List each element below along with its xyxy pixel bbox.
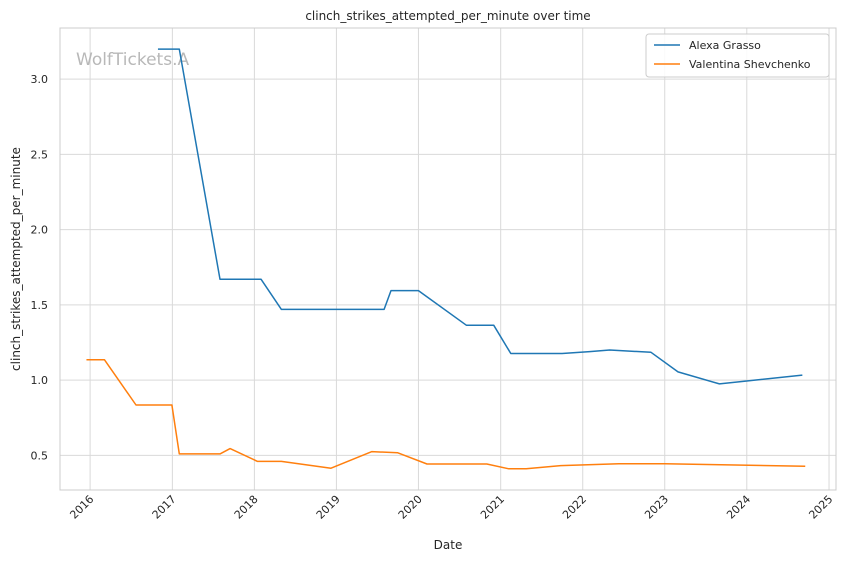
y-tick-label: 2.5 <box>31 148 49 161</box>
x-axis: 2016 2017 2018 2019 2020 2021 2022 2023 2024 2025 <box>67 493 835 522</box>
grid-lines <box>60 28 836 490</box>
series-line-1 <box>86 359 806 470</box>
legend: Alexa Grasso Valentina Shevchenko <box>645 33 830 78</box>
x-tick-label: 2019 <box>314 493 343 522</box>
x-tick-label: 2024 <box>724 493 753 522</box>
y-tick-label: 0.5 <box>31 449 49 462</box>
x-tick-label: 2016 <box>67 493 96 522</box>
x-tick-label: 2023 <box>642 493 671 522</box>
x-tick-label: 2020 <box>396 493 425 522</box>
legend-entry: Valentina Shevchenko <box>689 58 811 71</box>
x-tick-label: 2018 <box>232 493 261 522</box>
y-tick-label: 3.0 <box>31 73 49 86</box>
series-layer <box>86 48 806 470</box>
series-line-0 <box>157 48 803 385</box>
plot-area <box>59 27 837 491</box>
y-tick-label: 1.0 <box>31 374 49 387</box>
x-tick-label: 2021 <box>478 493 507 522</box>
x-tick-label: 2022 <box>560 493 589 522</box>
y-tick-label: 1.5 <box>31 299 49 312</box>
legend-entry: Alexa Grasso <box>689 39 761 52</box>
x-tick-label: 2025 <box>806 493 835 522</box>
y-axis-label: clinch_strikes_attempted_per_minute <box>9 147 23 371</box>
y-tick-label: 2.0 <box>31 224 49 237</box>
x-axis-label: Date <box>434 538 463 552</box>
watermark-text: WolfTickets.A <box>76 50 189 70</box>
y-axis: 0.5 1.0 1.5 2.0 2.5 3.0 <box>31 73 49 462</box>
legend-box <box>645 33 830 78</box>
x-tick-label: 2017 <box>150 493 179 522</box>
chart-title: clinch_strikes_attempted_per_minute over… <box>305 9 590 23</box>
